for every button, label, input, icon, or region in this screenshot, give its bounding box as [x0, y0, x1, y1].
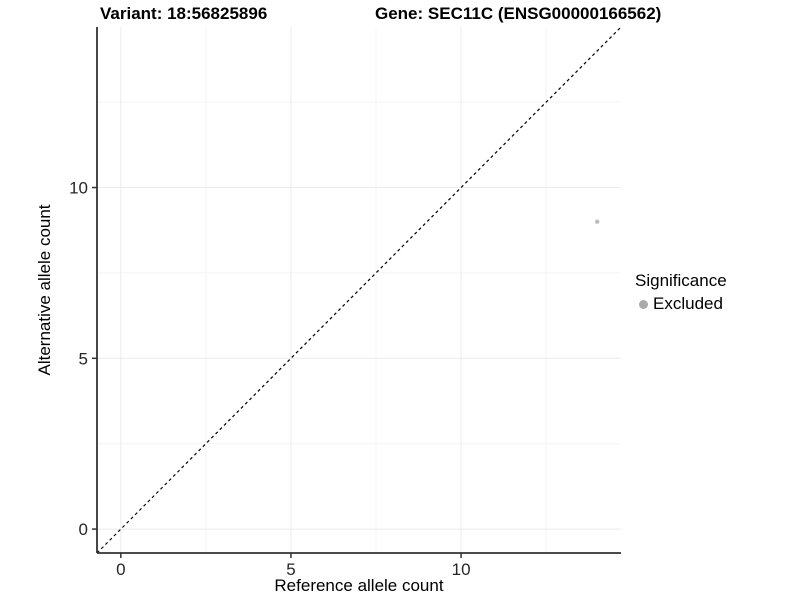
axis-lines: [96, 27, 621, 554]
legend: Significance Excluded: [635, 271, 727, 314]
plot-title-gene: Gene: SEC11C (ENSG00000166562): [375, 4, 661, 23]
x-tick-label: 10: [452, 560, 471, 579]
x-tick-label: 0: [116, 560, 125, 579]
minor-gridlines: [97, 27, 621, 553]
data-points: [594, 219, 600, 224]
x-axis-title: Reference allele count: [274, 576, 443, 595]
x-tick-label: 5: [286, 560, 295, 579]
legend-key-dot-icon: [639, 299, 648, 309]
tick-marks: [92, 186, 462, 558]
legend-items: Excluded: [635, 294, 727, 314]
y-tick-label: 10: [69, 179, 88, 198]
y-tick-label: 0: [79, 520, 88, 539]
plot-title-variant: Variant: 18:56825896: [100, 4, 267, 23]
tick-labels: 0 5 10 0 5 10: [69, 179, 470, 579]
legend-item-label: Excluded: [653, 294, 723, 313]
y-tick-label: 5: [79, 349, 88, 368]
y-axis-title: Alternative allele count: [35, 204, 54, 375]
identity-line: [96, 26, 622, 554]
legend-title: Significance: [635, 271, 727, 290]
data-point: [594, 219, 600, 224]
identity-line-group: [96, 26, 622, 554]
major-gridlines: [97, 27, 621, 553]
legend-item: Excluded: [635, 294, 727, 314]
